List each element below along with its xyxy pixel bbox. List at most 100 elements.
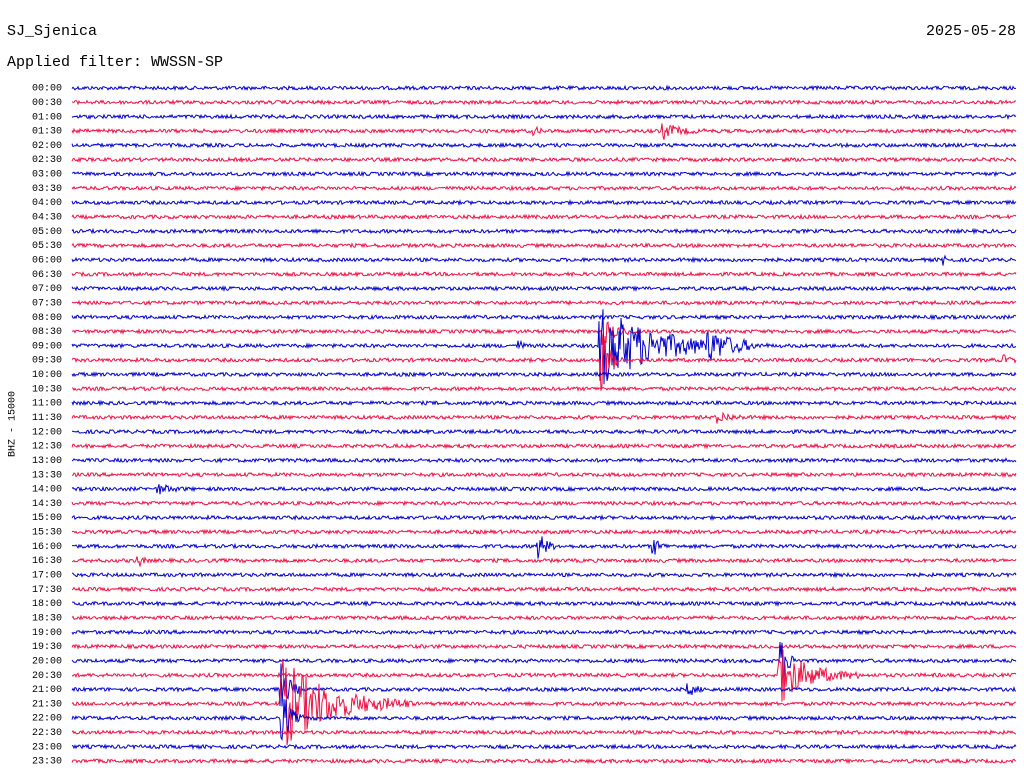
time-label: 18:30 (32, 613, 62, 624)
trace (71, 411, 1017, 424)
trace (71, 457, 1017, 464)
trace (71, 743, 1017, 751)
time-label: 14:00 (32, 485, 62, 496)
trace (71, 84, 1017, 92)
trace (71, 528, 1017, 536)
time-label: 17:30 (32, 585, 62, 596)
time-label: 17:00 (32, 571, 62, 582)
trace (71, 757, 1017, 765)
time-label: 02:00 (32, 141, 62, 152)
time-label: 11:00 (32, 399, 62, 410)
time-label: 08:00 (32, 313, 62, 324)
time-label: 11:30 (32, 413, 62, 424)
trace (71, 98, 1017, 106)
time-label: 16:00 (32, 542, 62, 553)
trace (71, 643, 1017, 650)
time-label: 12:30 (32, 442, 62, 453)
trace (71, 399, 1017, 407)
time-label: 14:30 (32, 499, 62, 510)
time-label: 13:30 (32, 470, 62, 481)
rows: 00:00 00:30 01:00 01:30 02:00 02:30 03:00 03:30… (32, 84, 1017, 768)
trace (71, 614, 1017, 622)
time-label: 05:30 (32, 241, 62, 252)
time-label: 03:30 (32, 184, 62, 195)
time-label: 15:00 (32, 513, 62, 524)
filter: Applied filter: WWSSN-SP (7, 54, 223, 71)
trace (71, 254, 1017, 266)
trace (71, 371, 1017, 378)
trace (71, 585, 1017, 593)
time-label: 06:30 (32, 270, 62, 281)
time-label: 10:00 (32, 370, 62, 381)
trace (71, 141, 1017, 149)
trace (71, 499, 1017, 507)
trace (71, 113, 1017, 121)
trace (71, 156, 1017, 164)
trace (71, 628, 1017, 636)
trace (71, 385, 1017, 393)
time-label: 07:00 (32, 284, 62, 295)
trace (71, 649, 1017, 702)
time-label: 16:30 (32, 556, 62, 567)
trace (71, 213, 1017, 221)
trace (71, 663, 1017, 707)
station-name: SJ_Sjenica (7, 23, 97, 40)
time-label: 01:30 (32, 127, 62, 138)
trace (71, 442, 1017, 450)
trace (72, 536, 1017, 559)
trace (71, 658, 1017, 746)
time-label: 00:30 (32, 98, 62, 109)
time-label: 23:00 (32, 742, 62, 753)
trace (71, 600, 1017, 608)
trace (71, 699, 1017, 741)
time-label: 09:00 (32, 341, 62, 352)
axis-label: BHZ - 15000 (8, 391, 19, 457)
trace (71, 242, 1017, 249)
trace (71, 299, 1017, 307)
trace (71, 313, 1017, 321)
time-label: 09:30 (32, 356, 62, 367)
time-label: 01:00 (32, 112, 62, 123)
trace (71, 571, 1017, 579)
time-label: 22:00 (32, 714, 62, 725)
time-label: 02:30 (32, 155, 62, 166)
trace (71, 270, 1017, 278)
time-label: 00:00 (32, 84, 62, 95)
time-label: 18:00 (32, 599, 62, 610)
time-label: 10:30 (32, 384, 62, 395)
time-label: 20:00 (32, 656, 62, 667)
trace (71, 483, 1017, 495)
time-label: 21:30 (32, 699, 62, 710)
trace (71, 556, 1017, 567)
time-label: 13:00 (32, 456, 62, 467)
time-label: 03:00 (32, 170, 62, 181)
trace (71, 123, 1017, 140)
time-label: 07:30 (32, 298, 62, 309)
trace (71, 336, 1017, 391)
time-label: 19:00 (32, 628, 62, 639)
time-label: 15:30 (32, 528, 62, 539)
trace (72, 428, 1017, 436)
time-label: 23:30 (32, 757, 62, 768)
trace (71, 198, 1017, 207)
time-label: 22:30 (32, 728, 62, 739)
date: 2025-05-28 (926, 23, 1016, 40)
trace (71, 641, 1017, 679)
time-label: 19:30 (32, 642, 62, 653)
trace (71, 728, 1017, 736)
time-label: 06:00 (32, 255, 62, 266)
trace (71, 285, 1017, 293)
trace (71, 170, 1017, 178)
trace (71, 309, 1017, 385)
time-label: 21:00 (32, 685, 62, 696)
trace (71, 471, 1017, 478)
time-label: 08:30 (32, 327, 62, 338)
time-label: 04:30 (32, 213, 62, 224)
trace (71, 227, 1017, 235)
trace (71, 184, 1017, 192)
trace (71, 321, 1017, 345)
time-label: 12:00 (32, 427, 62, 438)
time-label: 05:00 (32, 227, 62, 238)
